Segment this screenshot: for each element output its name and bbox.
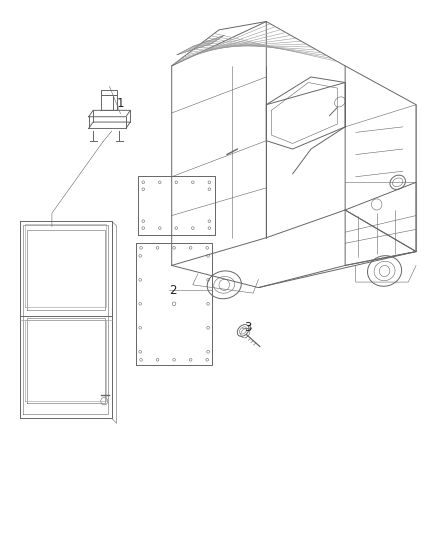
Text: 3: 3 [244,321,251,334]
Text: 2: 2 [169,284,177,297]
Text: 1: 1 [117,98,124,110]
